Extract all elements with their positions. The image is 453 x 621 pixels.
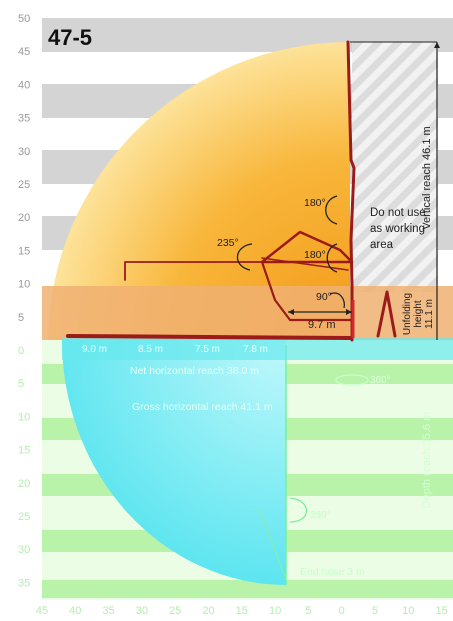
unfolding-height-label-2: height	[413, 300, 424, 327]
x-tick-label: 45	[36, 605, 48, 617]
y-tick-label: 15	[18, 245, 30, 257]
rotation-arc-330	[289, 497, 307, 523]
dim-9-7-label: 9.7 m	[308, 319, 336, 331]
y-tick-label: 45	[18, 46, 30, 58]
x-tick-label: 0	[339, 605, 345, 617]
x-axis: 45 40 35 30 25 20 15 10 5 0 5 10 15	[36, 605, 448, 617]
angle-330-label: 330°	[310, 510, 331, 521]
arc-180-top	[325, 195, 338, 225]
x-tick-label: 30	[136, 605, 148, 617]
x-tick-label: 25	[169, 605, 181, 617]
angle-arrows	[236, 195, 346, 309]
depth-reach-label: Depth reach 35.6 m	[421, 412, 433, 509]
do-not-use-label-1: Do not use	[370, 207, 426, 219]
y-tick-label: 10	[18, 279, 30, 291]
end-hose-label: End hose 3 m	[300, 566, 365, 578]
y-tick-label: 25	[18, 511, 30, 523]
arc-235	[236, 243, 253, 271]
unfolding-height-label-1: Unfolding	[402, 293, 413, 335]
x-tick-label: 10	[402, 605, 414, 617]
angle-180-top-label: 180°	[304, 197, 326, 209]
vertical-reach-label: Vertical reach 46.1 m	[421, 126, 433, 229]
segment-4-label: 7.8 m	[243, 344, 268, 355]
x-tick-label: 40	[69, 605, 81, 617]
rotation-360-icon	[335, 374, 369, 386]
y-tick-label: 35	[18, 113, 30, 125]
x-tick-label: 20	[202, 605, 214, 617]
y-tick-label: 5	[18, 378, 24, 390]
x-tick-label: 10	[269, 605, 281, 617]
do-not-use-label-3: area	[370, 239, 394, 251]
angle-90-label: 90°	[316, 291, 332, 303]
x-tick-label: 15	[435, 605, 447, 617]
y-tick-label: 5	[18, 312, 24, 324]
do-not-use-label-2: as working	[370, 223, 425, 235]
dim-9-7-line	[288, 309, 352, 315]
boom	[66, 40, 397, 342]
vertical-reach-line	[434, 42, 440, 340]
no-use-hatched-area	[352, 42, 438, 292]
y-tick-label: 30	[18, 544, 30, 556]
y-tick-label: 50	[18, 13, 30, 25]
angle-360-label: 360°	[370, 375, 391, 386]
end-hose-line	[259, 509, 287, 581]
y-tick-label: 30	[18, 146, 30, 158]
y-tick-label: 25	[18, 179, 30, 191]
y-tick-label: 10	[18, 411, 30, 423]
segment-1-label: 9.0 m	[82, 344, 107, 355]
arc-90	[329, 292, 346, 309]
arc-180-mid	[326, 243, 338, 273]
y-tick-label: 35	[18, 577, 30, 589]
segment-2-label: 8.5 m	[138, 344, 163, 355]
x-tick-label: 5	[372, 605, 378, 617]
angle-180-mid-label: 180°	[304, 249, 326, 261]
model-title: 47-5	[48, 25, 92, 50]
net-horizontal-reach-label: Net horizontal reach 38.0 m	[130, 365, 259, 377]
x-tick-label: 15	[236, 605, 248, 617]
depth-envelope	[62, 340, 286, 585]
y-tick-label: 15	[18, 445, 30, 457]
unfolding-height-label-3: 11.1 m	[424, 299, 435, 329]
y-tick-label: 20	[18, 212, 30, 224]
segment-3-label: 7.5 m	[195, 344, 220, 355]
y-tick-label: 40	[18, 79, 30, 91]
y-tick-label: 20	[18, 478, 30, 490]
x-tick-label: 35	[102, 605, 114, 617]
upper-working-envelope	[48, 42, 350, 340]
angle-235-label: 235°	[217, 237, 239, 249]
x-tick-label: 5	[305, 605, 311, 617]
unfolding-height-band	[42, 286, 453, 340]
gross-horizontal-reach-label: Gross horizontal reach 41.1 m	[132, 401, 273, 413]
ground-strip	[62, 338, 453, 360]
y-tick-label: 0	[18, 345, 24, 357]
